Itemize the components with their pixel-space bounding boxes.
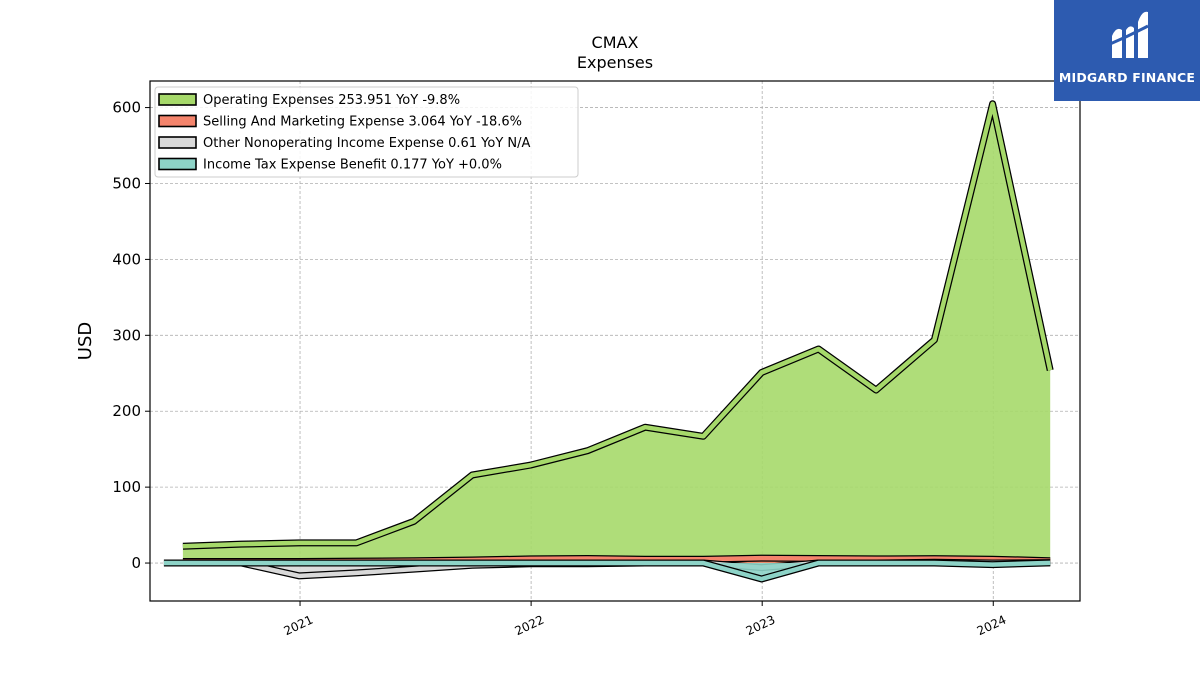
- series-layer: [163, 100, 1054, 583]
- y-axis-ticks: 0 100 200 300 400 500 600: [112, 99, 150, 572]
- legend-label: Other Nonoperating Income Expense 0.61 Y…: [203, 136, 531, 151]
- y-tick-label: 0: [131, 554, 141, 572]
- x-tick-label: 2022: [513, 613, 547, 639]
- legend-swatch: [158, 157, 197, 171]
- midgard-logo-icon: [1109, 11, 1149, 58]
- y-tick-label: 300: [112, 326, 141, 344]
- x-tick-label: 2023: [744, 613, 778, 639]
- series-income-tax-expense-benefit: [163, 559, 1051, 583]
- y-tick-label: 100: [112, 478, 141, 496]
- legend: Operating Expenses 253.951 YoY -9.8% Sell…: [154, 86, 579, 178]
- legend-swatch: [158, 114, 197, 128]
- series-line: [182, 101, 1053, 549]
- chart-subtitle: Expenses: [577, 53, 653, 72]
- legend-swatch: [158, 136, 197, 149]
- chart-title: CMAX: [592, 33, 639, 52]
- y-tick-label: 600: [112, 99, 141, 117]
- x-tick-label: 2021: [282, 613, 316, 639]
- legend-label: Income Tax Expense Benefit 0.177 YoY +0.…: [203, 158, 502, 173]
- y-axis-label: USD: [75, 322, 96, 360]
- series-area: [182, 103, 1051, 564]
- logo-text: MIDGARD FINANCE: [1058, 70, 1196, 85]
- series-line: [163, 560, 1051, 582]
- legend-swatch: [158, 93, 197, 106]
- series-operating-expenses: [182, 100, 1054, 564]
- plot-frame: [149, 80, 1081, 602]
- y-tick-label: 200: [112, 402, 141, 420]
- y-tick-label: 500: [112, 174, 141, 192]
- x-axis-ticks: 2021 2022 2023 2024: [282, 601, 1009, 639]
- y-tick-label: 400: [112, 250, 141, 268]
- legend-label: Operating Expenses 253.951 YoY -9.8%: [203, 93, 460, 108]
- legend-box: [154, 86, 579, 178]
- legend-label: Selling And Marketing Expense 3.064 YoY …: [203, 115, 522, 130]
- x-tick-label: 2024: [975, 613, 1009, 639]
- logo: MIDGARD FINANCE: [1054, 0, 1200, 101]
